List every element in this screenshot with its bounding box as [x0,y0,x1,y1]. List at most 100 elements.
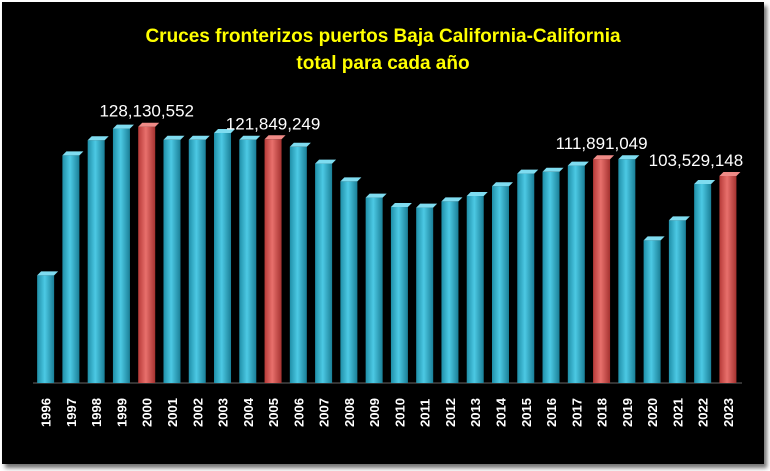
tick-label-2005: 2005 [266,398,281,427]
tick-label-2017: 2017 [569,398,584,427]
bar-1998 [87,136,109,383]
bar-2010 [390,203,412,383]
bar-2001 [163,135,185,383]
tick-label-2009: 2009 [367,398,382,427]
bar-rect-1999 [112,128,130,383]
bar-top-2013 [466,192,488,196]
bar-rect-1997 [62,155,80,383]
tick-label-2006: 2006 [291,398,306,427]
bar-rect-2001 [163,139,181,383]
tick-label-2018: 2018 [595,398,610,427]
bar-top-2015 [517,169,539,174]
bar-top-2018 [593,155,615,160]
bar-2013 [466,192,488,383]
bar-2021 [668,216,690,383]
bar-2020 [643,236,665,383]
bar-top-2014 [491,182,513,187]
tick-label-2012: 2012 [443,398,458,427]
bar-rect-2000 [138,126,156,384]
bar-2000 [138,122,160,384]
bar-2014 [491,182,513,383]
tick-label-2004: 2004 [241,397,256,427]
bar-rect-2002 [188,139,206,383]
bar-rect-2015 [517,173,535,383]
bar-rect-2018 [593,159,611,383]
data-label-2005: 121,849,249 [226,114,321,133]
tick-label-1996: 1996 [39,398,54,427]
bar-top-2000 [138,122,160,127]
bar-top-2011 [416,203,438,208]
bar-top-1996 [37,271,59,276]
bar-2002 [188,135,210,383]
data-label-2023: 103,529,148 [649,151,744,170]
tick-label-1998: 1998 [89,398,104,427]
tick-label-2020: 2020 [645,398,660,427]
bar-2016 [542,167,564,383]
bar-2004 [239,135,261,383]
tick-label-2001: 2001 [165,398,180,427]
bar-top-2009 [365,193,387,198]
bar-top-2021 [668,216,690,221]
bar-top-2016 [542,167,564,172]
bar-2006 [289,142,311,383]
bar-top-2019 [618,155,640,160]
bar-2012 [441,197,463,383]
bar-rect-2008 [340,181,358,383]
tick-label-2016: 2016 [544,398,559,427]
bar-rect-2022 [694,184,712,383]
data-label-2018: 111,891,049 [556,134,648,153]
bar-rect-2005 [264,139,282,383]
bar-1996 [37,271,59,383]
bar-2023 [719,171,741,383]
bar-2022 [694,180,716,383]
tick-label-2015: 2015 [519,398,534,427]
bar-rect-2011 [416,207,434,383]
bar-top-2007 [315,159,337,164]
tick-label-2008: 2008 [342,398,357,427]
bar-2008 [340,177,362,383]
bar-rect-2016 [542,171,560,383]
bar-rect-2021 [668,220,686,383]
bar-2009 [365,193,387,383]
bar-top-2010 [390,203,412,207]
bar-rect-1996 [37,275,55,383]
bar-rect-2003 [214,133,232,383]
bar-top-2020 [643,236,665,241]
bar-rect-2017 [567,165,585,383]
bar-2011 [416,203,438,383]
tick-label-2010: 2010 [392,398,407,427]
tick-label-1999: 1999 [114,398,129,427]
bar-top-2012 [441,197,463,202]
tick-label-1997: 1997 [64,398,79,427]
tick-label-2021: 2021 [670,398,685,427]
bar-rect-2013 [466,196,484,383]
bar-rect-2007 [315,163,333,383]
bar-top-2004 [239,135,261,140]
bar-2017 [567,161,589,383]
chart-title: Cruces fronterizos puertos Baja Californ… [145,26,621,47]
bar-rect-2009 [365,197,383,383]
tick-label-2000: 2000 [140,398,155,427]
bar-2015 [517,169,539,383]
bar-2005 [264,135,286,383]
chart-subtitle: total para cada año [296,53,470,74]
bar-top-2008 [340,177,362,182]
bar-top-2001 [163,135,185,140]
bar-top-1998 [87,136,109,141]
tick-label-2013: 2013 [468,398,483,427]
bar-rect-2010 [390,207,408,383]
tick-label-2023: 2023 [721,398,736,427]
bar-2019 [618,155,640,383]
tick-label-2007: 2007 [317,398,332,427]
bar-2003 [214,129,236,383]
data-label-2000: 128,130,552 [99,102,194,121]
bar-top-1999 [112,124,134,129]
bar-top-2017 [567,161,589,166]
tick-label-2014: 2014 [493,397,508,427]
bar-2018 [593,155,615,383]
bar-rect-1998 [87,140,105,383]
tick-label-2011: 2011 [418,399,433,427]
bar-rect-2004 [239,139,257,383]
bar-top-1997 [62,151,84,156]
